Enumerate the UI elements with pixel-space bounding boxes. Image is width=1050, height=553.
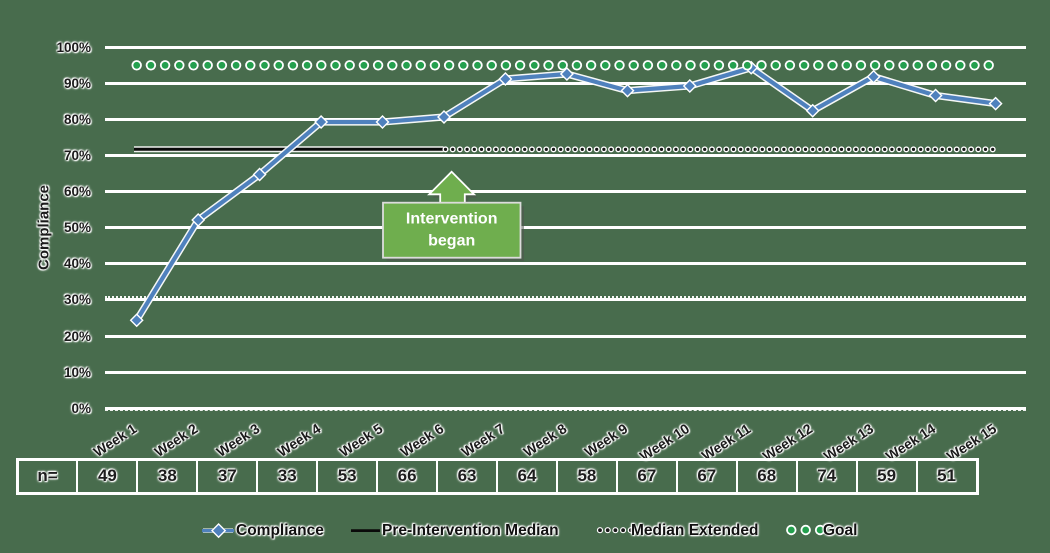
svg-text:began: began bbox=[428, 232, 475, 249]
svg-text:Intervention: Intervention bbox=[406, 211, 498, 228]
